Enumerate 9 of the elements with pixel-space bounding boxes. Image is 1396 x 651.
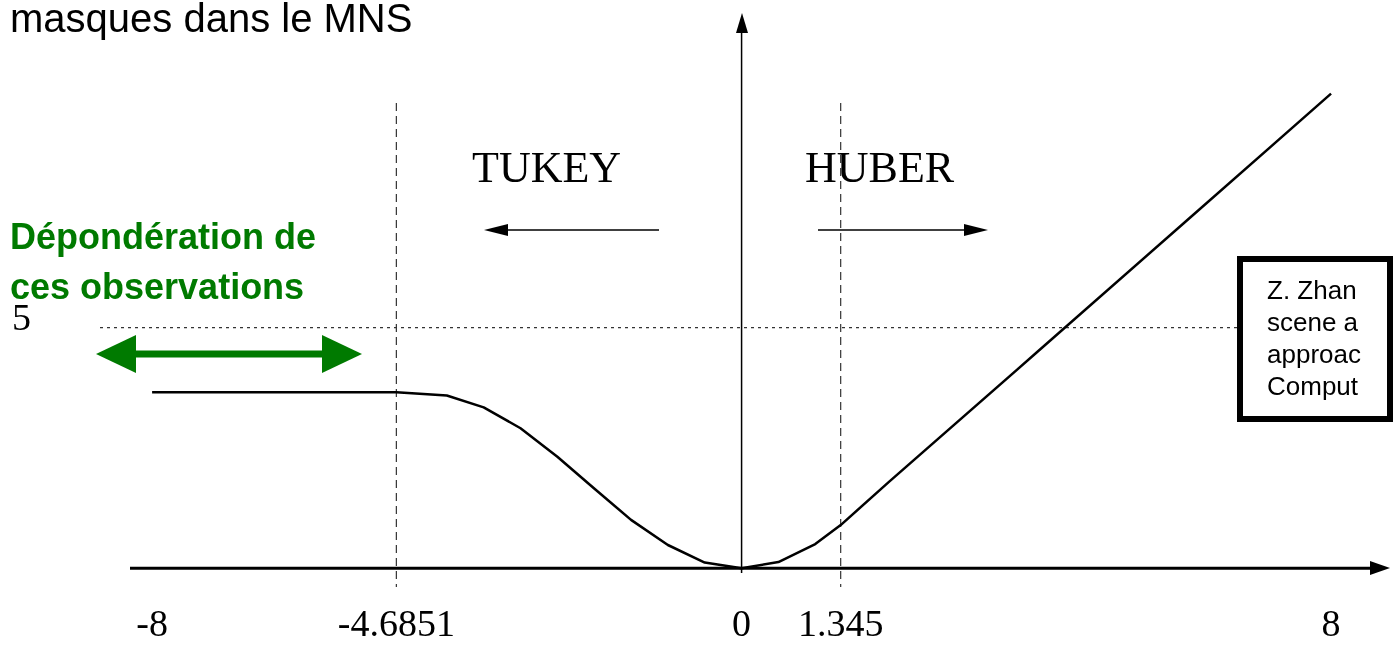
- chart-title: masques dans le MNS: [10, 0, 413, 41]
- x-tick-label: -8: [136, 601, 168, 644]
- x-tick-label: 0: [732, 601, 752, 644]
- annotation: Z. Zhan scene a approac Comput: [1237, 256, 1393, 422]
- x-tick-label: 8: [1321, 601, 1341, 644]
- annotation: HUBER: [805, 142, 955, 193]
- annotation: TUKEY: [472, 142, 622, 193]
- x-tick-label: 1.345: [797, 601, 884, 644]
- x-tick-label: -4.6851: [337, 601, 455, 644]
